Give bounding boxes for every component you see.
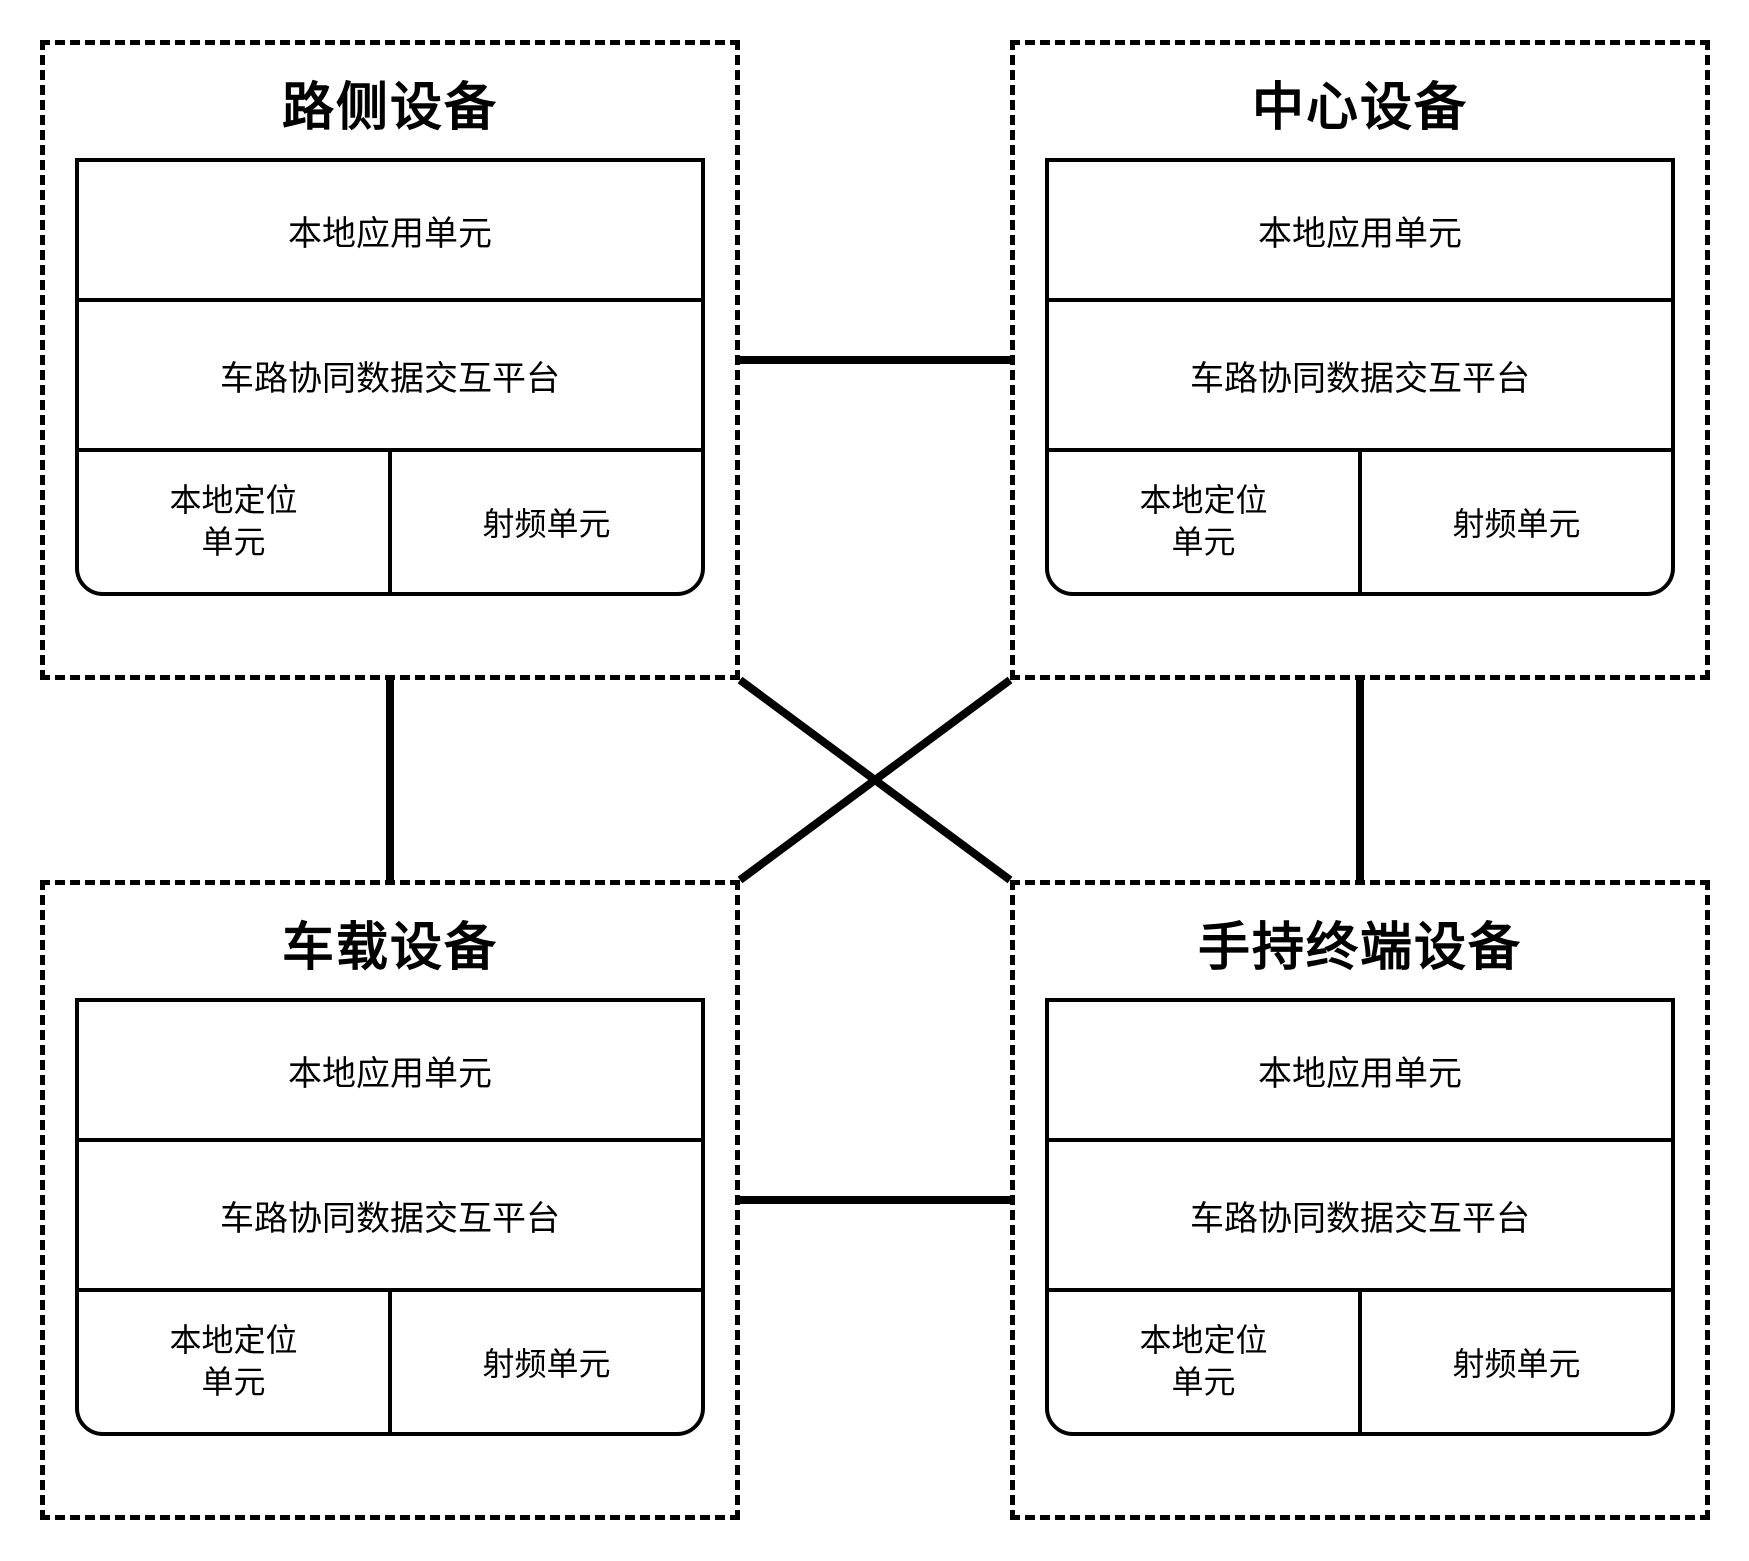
node-title-handheld: 手持终端设备 [1045, 905, 1675, 980]
row2-handheld: 车路协同数据交互平台 [1049, 1142, 1671, 1292]
inner-box-handheld: 本地应用单元车路协同数据交互平台本地定位 单元射频单元 [1045, 998, 1675, 1436]
node-title-roadside: 路侧设备 [75, 65, 705, 140]
row2-vehicle: 车路协同数据交互平台 [79, 1142, 701, 1292]
row3-left-handheld: 本地定位 单元 [1049, 1292, 1362, 1432]
inner-box-center: 本地应用单元车路协同数据交互平台本地定位 单元射频单元 [1045, 158, 1675, 596]
row3-left-center: 本地定位 单元 [1049, 452, 1362, 592]
row1-roadside: 本地应用单元 [79, 162, 701, 302]
network-diagram: 路侧设备本地应用单元车路协同数据交互平台本地定位 单元射频单元中心设备本地应用单… [40, 40, 1710, 1520]
row3-center: 本地定位 单元射频单元 [1049, 452, 1671, 592]
row3-roadside: 本地定位 单元射频单元 [79, 452, 701, 592]
row3-vehicle: 本地定位 单元射频单元 [79, 1292, 701, 1432]
inner-box-vehicle: 本地应用单元车路协同数据交互平台本地定位 单元射频单元 [75, 998, 705, 1436]
row3-right-vehicle: 射频单元 [392, 1292, 701, 1432]
row3-right-center: 射频单元 [1362, 452, 1671, 592]
row3-left-vehicle: 本地定位 单元 [79, 1292, 392, 1432]
row3-right-handheld: 射频单元 [1362, 1292, 1671, 1432]
node-vehicle: 车载设备本地应用单元车路协同数据交互平台本地定位 单元射频单元 [40, 880, 740, 1520]
edge-center-vehicle [740, 680, 1010, 880]
row3-right-roadside: 射频单元 [392, 452, 701, 592]
node-handheld: 手持终端设备本地应用单元车路协同数据交互平台本地定位 单元射频单元 [1010, 880, 1710, 1520]
node-center: 中心设备本地应用单元车路协同数据交互平台本地定位 单元射频单元 [1010, 40, 1710, 680]
row3-left-roadside: 本地定位 单元 [79, 452, 392, 592]
row1-handheld: 本地应用单元 [1049, 1002, 1671, 1142]
inner-box-roadside: 本地应用单元车路协同数据交互平台本地定位 单元射频单元 [75, 158, 705, 596]
node-title-vehicle: 车载设备 [75, 905, 705, 980]
row1-center: 本地应用单元 [1049, 162, 1671, 302]
row2-center: 车路协同数据交互平台 [1049, 302, 1671, 452]
node-roadside: 路侧设备本地应用单元车路协同数据交互平台本地定位 单元射频单元 [40, 40, 740, 680]
node-title-center: 中心设备 [1045, 65, 1675, 140]
row3-handheld: 本地定位 单元射频单元 [1049, 1292, 1671, 1432]
row2-roadside: 车路协同数据交互平台 [79, 302, 701, 452]
edge-roadside-handheld [740, 680, 1010, 880]
row1-vehicle: 本地应用单元 [79, 1002, 701, 1142]
